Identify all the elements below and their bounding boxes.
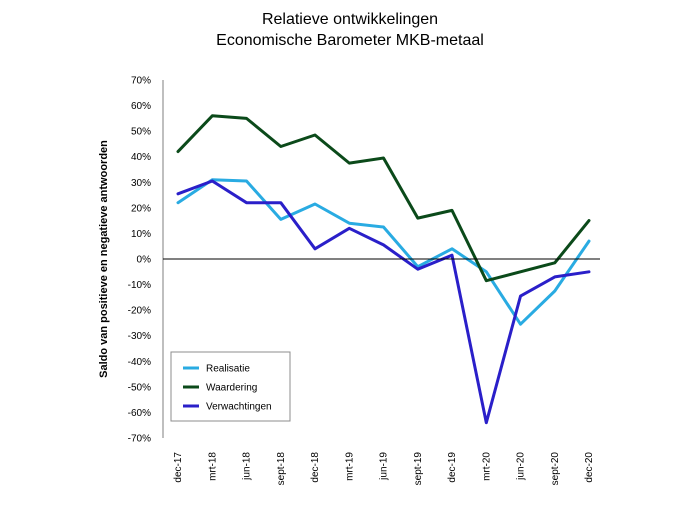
y-tick-label: -50% xyxy=(128,382,151,393)
legend: Realisatie Waardering Verwachtingen xyxy=(170,351,291,422)
series-line-verwachtingen xyxy=(176,179,591,425)
x-tick-label: sept-20 xyxy=(550,452,561,486)
y-tick-label: 0% xyxy=(137,255,152,266)
y-tick-label: -20% xyxy=(128,306,151,317)
legend-label: Waardering xyxy=(206,383,257,394)
x-tick-label: jun-20 xyxy=(516,452,527,481)
chart-title-line-1: Relatieve ontwikkelingen xyxy=(262,11,438,28)
y-tick-label: 20% xyxy=(131,203,151,214)
x-tick-label: mrt-18 xyxy=(207,452,218,481)
x-tick-label: mrt-20 xyxy=(481,452,492,481)
x-tick-label: sept-19 xyxy=(413,452,424,486)
legend-label: Verwachtingen xyxy=(206,402,272,413)
x-tick-label: mrt-19 xyxy=(344,452,355,481)
x-tick-label: jun-18 xyxy=(242,452,253,481)
y-axis-ticks: 70% 60% 50% 40% 30% 20% 10% 0% -10% -20% -30% -40% -… xyxy=(128,76,151,445)
y-tick-label: -60% xyxy=(128,408,151,419)
y-tick-label: -40% xyxy=(128,357,151,368)
legend-label: Realisatie xyxy=(206,364,250,375)
x-tick-label: jun-19 xyxy=(379,452,390,481)
x-tick-label: dec-19 xyxy=(447,452,458,483)
y-tick-label: 10% xyxy=(131,229,151,240)
y-tick-label: 70% xyxy=(131,76,151,87)
x-tick-label: dec-18 xyxy=(310,452,321,483)
x-tick-label: dec-20 xyxy=(584,452,595,483)
y-tick-label: -70% xyxy=(128,434,151,445)
series-line-realisatie xyxy=(176,178,591,326)
y-axis-label: Saldo van positieve en negatieve antwoor… xyxy=(98,140,110,378)
y-tick-label: 30% xyxy=(131,178,151,189)
x-tick-label: sept-18 xyxy=(276,452,287,486)
chart-title-line-2: Economische Barometer MKB-metaal xyxy=(216,32,484,49)
y-tick-label: 40% xyxy=(131,152,151,163)
x-axis-ticks: dec-17 mrt-18 jun-18 sept-18 dec-18 mrt-19 jun… xyxy=(173,452,595,486)
series-layer xyxy=(176,114,591,425)
x-tick-label: dec-17 xyxy=(173,452,184,483)
y-tick-label: -30% xyxy=(128,331,151,342)
y-tick-label: 60% xyxy=(131,101,151,112)
series-line-waardering xyxy=(176,114,591,283)
y-tick-label: 50% xyxy=(131,127,151,138)
y-tick-label: -10% xyxy=(128,280,151,291)
